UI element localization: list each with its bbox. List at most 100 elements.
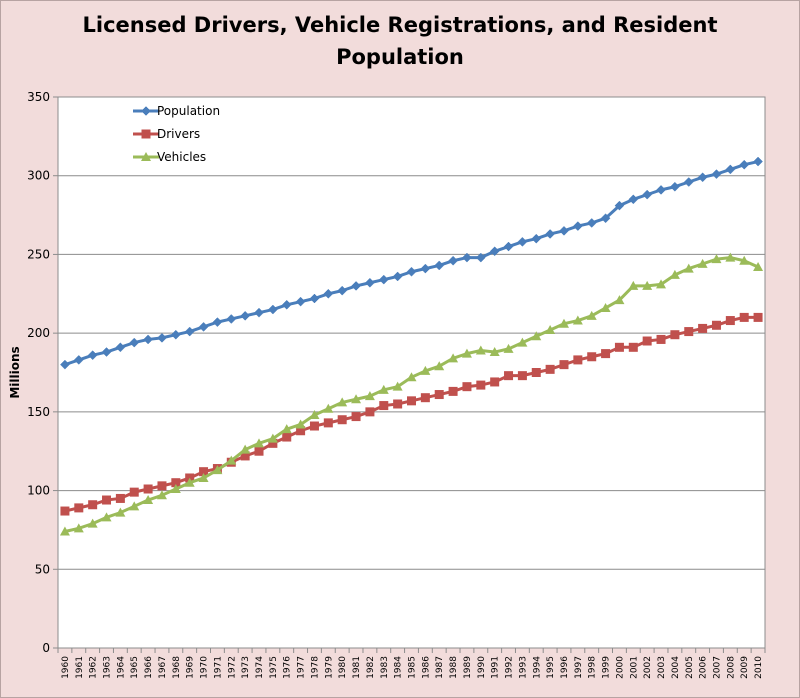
data-point-drivers — [309, 421, 319, 431]
data-point-population — [60, 359, 70, 370]
x-tick-label: 1986 — [421, 656, 431, 679]
data-point-drivers — [601, 349, 611, 359]
data-point-population — [365, 277, 375, 288]
x-tick-label: 1999 — [602, 656, 612, 679]
data-point-vehicles — [267, 433, 278, 443]
series-drivers — [60, 312, 763, 516]
x-tick-label: 1970 — [200, 656, 210, 679]
data-point-vehicles — [59, 526, 70, 536]
data-point-population — [351, 281, 361, 291]
data-point-population — [73, 355, 84, 365]
series — [59, 156, 764, 536]
x-tick-label: 2005 — [685, 656, 695, 679]
data-point-vehicles — [586, 310, 597, 320]
data-point-population — [406, 266, 417, 277]
data-point-vehicles — [448, 353, 459, 363]
y-tick-label: 200 — [27, 326, 50, 340]
legend-marker-vehicles — [141, 152, 151, 161]
data-point-vehicles — [295, 419, 306, 429]
x-tick-label: 1996 — [560, 656, 570, 679]
data-point-population — [87, 350, 98, 361]
data-point-vehicles — [600, 302, 611, 312]
data-point-drivers — [753, 312, 763, 322]
data-point-population — [129, 337, 140, 348]
x-tick-label: 1980 — [338, 656, 348, 679]
data-point-vehicles — [170, 483, 181, 493]
x-tick-label: 1964 — [116, 656, 126, 679]
legend-label-vehicles: Vehicles — [157, 150, 206, 164]
data-point-drivers — [407, 396, 416, 406]
data-point-vehicles — [420, 365, 431, 375]
legend: Population Drivers Vehicles — [133, 104, 220, 164]
data-point-drivers — [517, 371, 527, 381]
data-point-population — [184, 326, 195, 337]
y-tick-label: 350 — [27, 90, 50, 104]
data-point-drivers — [739, 312, 749, 322]
data-point-drivers — [462, 382, 472, 392]
data-point-drivers — [545, 364, 555, 374]
data-point-drivers — [296, 426, 306, 436]
data-point-vehicles — [406, 372, 417, 382]
data-point-population — [545, 229, 555, 239]
x-tick-label: 1983 — [380, 656, 390, 679]
data-point-population — [170, 329, 181, 340]
x-tick-label: 1973 — [241, 656, 251, 679]
data-point-drivers — [573, 355, 583, 365]
data-point-vehicles — [156, 490, 167, 500]
data-point-vehicles — [323, 403, 334, 413]
data-point-drivers — [379, 401, 389, 411]
data-point-drivers — [365, 407, 375, 417]
x-tick-label: 1972 — [227, 656, 237, 679]
data-point-vehicles — [572, 315, 583, 325]
x-tick-label: 1969 — [186, 656, 196, 679]
data-point-drivers — [143, 484, 153, 494]
data-point-vehicles — [461, 348, 472, 358]
x-tick-label: 1974 — [255, 656, 265, 679]
data-point-vehicles — [143, 495, 154, 505]
data-point-drivers — [725, 316, 735, 326]
data-point-population — [157, 333, 167, 343]
data-point-population — [572, 221, 583, 231]
data-point-drivers — [476, 380, 486, 390]
x-tick-label: 1993 — [518, 656, 528, 679]
x-tick-label: 2010 — [754, 656, 764, 679]
chart-title-line-2: Population — [336, 45, 464, 69]
legend-item-vehicles: Vehicles — [133, 150, 206, 164]
data-point-population — [586, 218, 597, 228]
data-point-drivers — [393, 399, 403, 409]
data-point-vehicles — [364, 391, 375, 401]
data-point-drivers — [420, 393, 430, 403]
x-tick-label: 1992 — [505, 656, 515, 679]
data-point-drivers — [157, 481, 167, 491]
x-tick-label: 2007 — [712, 656, 722, 679]
data-point-population — [656, 185, 666, 195]
data-point-vehicles — [475, 345, 486, 355]
data-point-population — [420, 263, 431, 274]
data-point-population — [517, 236, 528, 247]
legend-marker-drivers — [141, 129, 151, 139]
x-tick-label: 1961 — [75, 656, 85, 679]
data-point-population — [309, 293, 320, 304]
x-tick-label: 1968 — [172, 656, 182, 679]
x-tick-label: 1994 — [532, 656, 542, 679]
x-tick-label: 1989 — [463, 656, 473, 679]
data-point-population — [254, 307, 264, 318]
data-point-vehicles — [129, 501, 140, 511]
x-tick-label: 1987 — [435, 656, 445, 679]
data-point-drivers — [434, 390, 444, 400]
data-point-population — [503, 241, 514, 252]
series-population — [60, 156, 763, 370]
x-tick-label: 2009 — [740, 656, 750, 679]
data-point-vehicles — [628, 280, 639, 290]
data-point-population — [642, 189, 653, 200]
data-point-population — [628, 194, 639, 205]
data-point-drivers — [323, 418, 333, 428]
y-tick-label: 150 — [27, 405, 50, 419]
data-point-vehicles — [254, 438, 265, 448]
x-tick-label: 1978 — [310, 656, 320, 679]
data-point-population — [683, 177, 694, 187]
x-tick-label: 1962 — [89, 656, 99, 679]
x-tick-label: 2001 — [629, 656, 639, 679]
data-point-population — [711, 169, 722, 179]
data-point-vehicles — [240, 444, 251, 454]
